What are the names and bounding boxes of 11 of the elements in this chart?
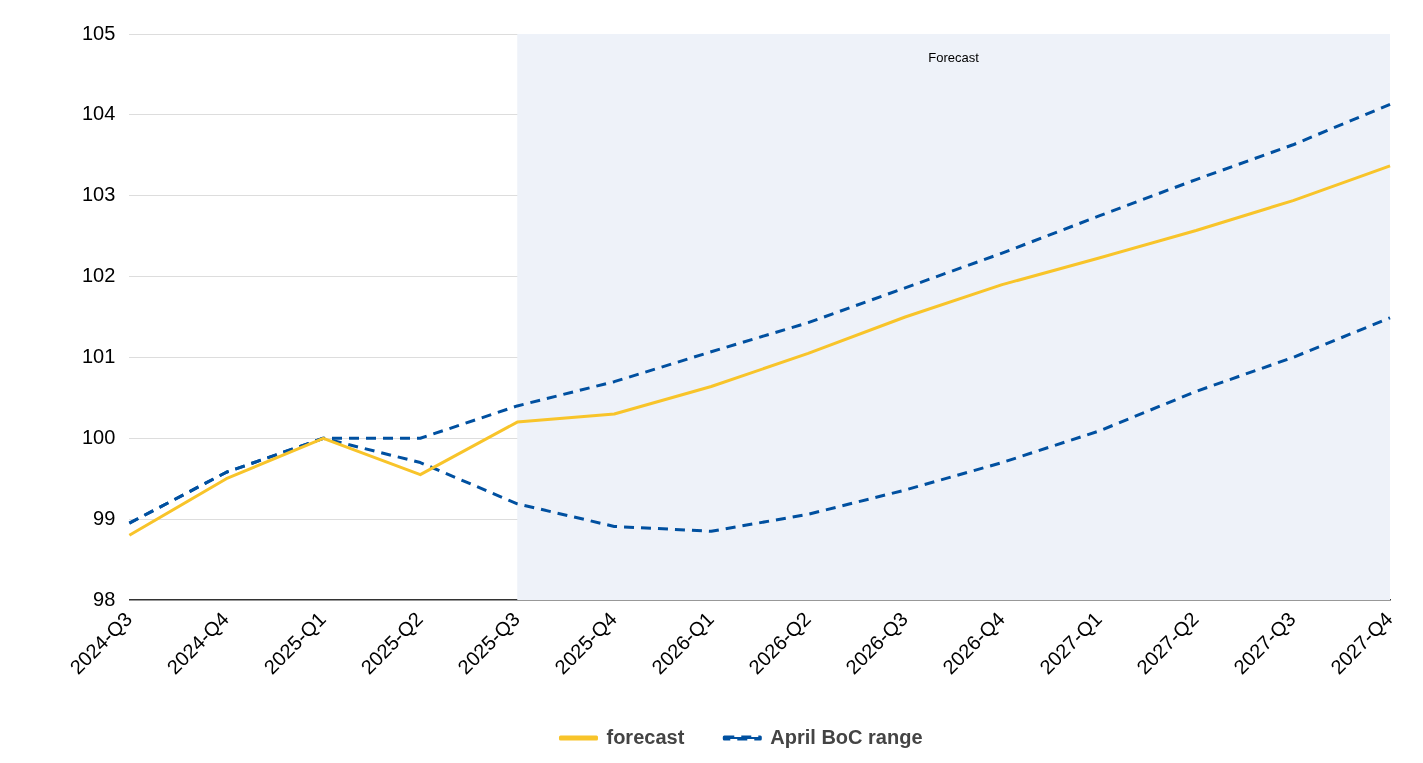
y-tick-label: 102	[81, 264, 116, 287]
y-tick-label: 99	[93, 506, 116, 529]
legend-label: April BoC range	[770, 725, 923, 748]
legend-label: forecast	[606, 725, 685, 748]
y-tick-label: 103	[81, 183, 116, 206]
band-label: Forecast	[928, 50, 980, 66]
y-tick-label: 101	[81, 344, 116, 367]
y-tick-label: 104	[81, 102, 116, 125]
y-tick-label: 100	[81, 425, 116, 448]
y-tick-label: 98	[93, 587, 116, 610]
y-tick-label: 105	[81, 21, 116, 44]
